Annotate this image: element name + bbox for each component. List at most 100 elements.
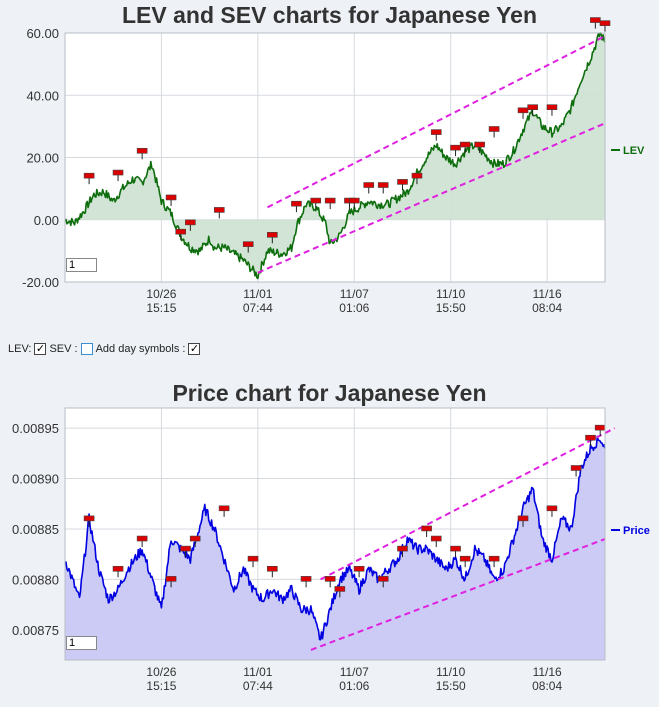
x-tick-time: 15:15: [146, 679, 176, 693]
day-marker: [348, 197, 360, 210]
day-marker: [112, 169, 124, 182]
day-marker-flag: [165, 194, 177, 201]
day-marker-flag: [363, 182, 375, 188]
x-tick-date: 11/10: [436, 287, 465, 301]
day-marker: [397, 545, 408, 558]
day-marker: [421, 525, 432, 537]
day-marker-flag: [488, 555, 500, 562]
day-symbols-label: Add day symbols :: [95, 343, 186, 355]
day-marker-flag: [517, 107, 529, 114]
day-marker: [450, 545, 461, 558]
chart-controls: LEV: ✓ SEV : Add day symbols : ✓: [8, 343, 201, 355]
day-marker-flag: [450, 144, 461, 151]
day-marker-flag: [594, 424, 606, 431]
day-marker-flag: [348, 197, 360, 204]
day-symbols-checkbox[interactable]: ✓: [188, 343, 201, 355]
day-marker-flag: [546, 505, 558, 512]
day-marker: [353, 565, 365, 578]
day-marker-flag: [377, 182, 389, 188]
day-marker: [488, 126, 500, 138]
y-tick-label: 0.00895: [12, 421, 59, 436]
day-marker: [377, 576, 389, 588]
x-tick-time: 15:50: [436, 679, 466, 693]
plot-border: [64, 407, 606, 661]
day-marker-flag: [599, 20, 611, 26]
day-marker: [112, 565, 124, 578]
x-tick-time: 15:50: [436, 301, 466, 315]
day-marker: [474, 141, 485, 154]
price-chart-title: Price chart for Japanese Yen: [172, 380, 487, 406]
day-marker: [136, 535, 148, 548]
day-marker: [213, 207, 225, 219]
day-marker: [300, 576, 312, 588]
day-marker: [185, 219, 196, 231]
y-tick-label: 0.00: [34, 213, 59, 228]
day-marker-flag: [474, 141, 485, 148]
day-marker-flag: [242, 241, 254, 247]
y-tick-label: 0.00875: [12, 623, 59, 638]
series-area: [65, 33, 605, 279]
day-marker: [324, 576, 336, 588]
day-marker: [334, 586, 346, 598]
day-marker-flag: [83, 172, 95, 179]
lev-chart-title: LEV and SEV charts for Japanese Yen: [121, 2, 538, 28]
day-marker-flag: [112, 565, 124, 572]
x-tick-time: 01:06: [339, 301, 369, 315]
day-marker: [599, 20, 611, 32]
sev-checkbox[interactable]: [80, 343, 93, 355]
day-marker-flag: [165, 576, 177, 582]
day-marker: [488, 555, 500, 568]
y-tick-label: 20.00: [26, 151, 59, 166]
day-marker: [242, 241, 254, 253]
day-marker: [136, 147, 148, 160]
day-marker-flag: [324, 197, 336, 204]
day-marker: [430, 129, 442, 141]
day-marker-flag: [247, 555, 259, 562]
trend-line: [310, 538, 606, 651]
day-marker: [397, 179, 408, 191]
day-marker: [546, 104, 558, 116]
day-marker-flag: [291, 200, 302, 207]
series-line: [64, 435, 606, 641]
sev-checkbox-label: SEV :: [49, 343, 78, 355]
day-marker: [247, 555, 259, 568]
day-marker-flag: [189, 535, 201, 542]
day-marker: [570, 465, 582, 477]
day-marker: [450, 144, 461, 157]
x-tick-time: 15:15: [146, 301, 176, 315]
day-marker: [363, 182, 375, 194]
day-marker: [411, 172, 423, 185]
day-marker: [546, 505, 558, 517]
legend-label: Price: [623, 525, 650, 537]
x-tick-date: 11/07: [340, 665, 369, 679]
day-marker-flag: [136, 535, 148, 542]
day-marker-flag: [546, 104, 558, 110]
day-marker-flag: [175, 228, 187, 235]
lev-checkbox[interactable]: ✓: [34, 343, 47, 355]
day-marker: [527, 104, 538, 116]
series-area: [65, 436, 605, 660]
day-marker: [83, 172, 95, 185]
x-tick-date: 11/07: [340, 287, 369, 301]
day-marker: [310, 197, 322, 210]
day-marker-flag: [185, 219, 196, 226]
day-marker-flag: [527, 104, 538, 110]
day-marker-flag: [180, 545, 191, 552]
day-marker-flag: [517, 515, 529, 522]
day-marker: [165, 194, 177, 206]
lev-checkbox-label: LEV:: [8, 343, 32, 355]
x-tick-time: 01:06: [339, 679, 369, 693]
trend-line: [257, 122, 606, 274]
day-marker-flag: [459, 141, 471, 148]
day-marker: [165, 576, 177, 588]
day-marker: [175, 228, 187, 241]
day-marker: [517, 515, 529, 527]
x-tick-time: 07:44: [243, 301, 273, 315]
lev-zoom-input[interactable]: 1: [66, 258, 97, 272]
day-marker: [180, 545, 191, 558]
plot-border: [64, 32, 606, 283]
day-marker: [430, 535, 442, 548]
price-zoom-input[interactable]: 1: [66, 636, 97, 650]
